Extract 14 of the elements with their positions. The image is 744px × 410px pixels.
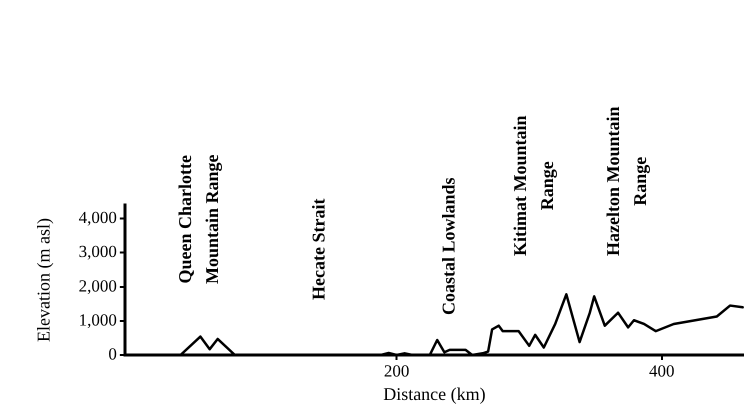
y-tick-label: 0	[108, 344, 117, 364]
annotation: Hecate Strait	[308, 198, 329, 300]
y-tick-label: 2,000	[78, 276, 117, 296]
y-tick-label: 1,000	[78, 310, 117, 330]
y-axis-title: Elevation (m asl)	[34, 218, 54, 342]
x-axis-title: Distance (km)	[383, 384, 486, 404]
x-tick-label: 200	[384, 362, 410, 381]
annotation: Coastal Lowlands	[438, 177, 459, 315]
annotation: Queen Charlotte Mountain Range	[175, 154, 222, 284]
annotation: Hazelton Mountain Range	[603, 106, 650, 256]
x-tick-label: 400	[649, 362, 675, 381]
y-tick-label: 4,000	[78, 208, 117, 228]
annotation: Kitimat Mountain Range	[510, 115, 558, 256]
y-tick-label: 3,000	[78, 242, 117, 262]
